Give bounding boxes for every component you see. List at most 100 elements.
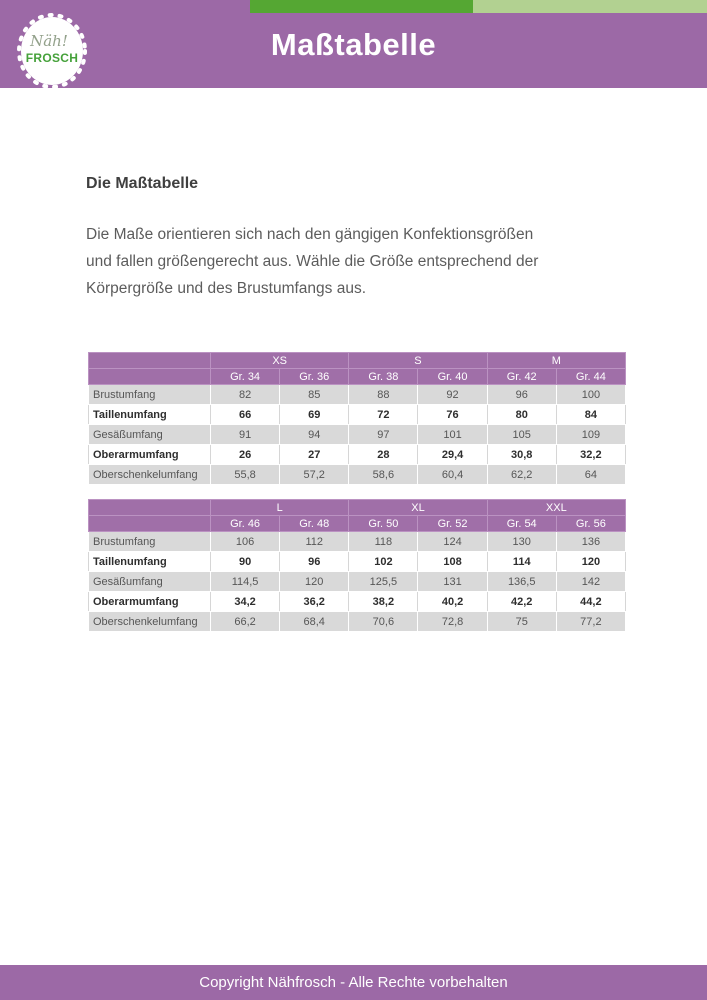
size-column-row: Gr. 34 Gr. 36 Gr. 38 Gr. 40 Gr. 42 Gr. 44 (88, 368, 627, 385)
size-column-header: Gr. 42 (486, 368, 557, 385)
measurement-value: 66,2 (209, 611, 281, 632)
size-group-header: L (209, 499, 350, 516)
size-column-header: Gr. 38 (348, 368, 419, 385)
copyright-text: Copyright Nähfrosch - Alle Rechte vorbeh… (199, 974, 508, 991)
intro-paragraph: Die Maße orientieren sich nach den gängi… (86, 221, 538, 302)
measurement-value: 90 (209, 551, 281, 572)
size-column-header: Gr. 44 (555, 368, 627, 385)
measurement-value: 30,8 (486, 444, 557, 465)
size-column-header: Gr. 36 (279, 368, 350, 385)
size-column-header: Gr. 50 (348, 515, 419, 532)
measurement-value: 69 (279, 404, 350, 425)
measurement-label: Oberschenkelumfang (88, 464, 211, 485)
measurement-value: 26 (209, 444, 281, 465)
measurement-value: 28 (348, 444, 419, 465)
measurement-value: 29,4 (417, 444, 488, 465)
measurement-label: Brustumfang (88, 531, 211, 552)
measurement-value: 80 (486, 404, 557, 425)
size-column-header: Gr. 46 (209, 515, 281, 532)
size-column-header: Gr. 56 (555, 515, 627, 532)
measurement-label: Taillenumfang (88, 404, 211, 425)
measurement-label: Taillenumfang (88, 551, 211, 572)
header-accent-bar-dark (250, 0, 473, 13)
header-accent-bar-light (473, 0, 707, 13)
table-row: Brustumfang 82 85 88 92 96 100 (88, 384, 627, 405)
measurement-value: 36,2 (279, 591, 350, 612)
measurement-value: 27 (279, 444, 350, 465)
measurement-value: 120 (555, 551, 627, 572)
table-row: Oberschenkelumfang 55,8 57,2 58,6 60,4 62,2 64 (88, 464, 627, 485)
measurement-value: 131 (417, 571, 488, 592)
measurement-value: 75 (486, 611, 557, 632)
page-title: Maßtabelle (270, 27, 437, 62)
measurement-value: 44,2 (555, 591, 627, 612)
measurement-value: 57,2 (279, 464, 350, 485)
measurement-label: Gesäßumfang (88, 424, 211, 445)
measurement-value: 70,6 (348, 611, 419, 632)
measurement-value: 72,8 (417, 611, 488, 632)
measurement-value: 32,2 (555, 444, 627, 465)
measurement-label: Oberarmumfang (88, 444, 211, 465)
measurement-value: 84 (555, 404, 627, 425)
logo-stamp-circle-icon (17, 13, 87, 89)
measurement-value: 97 (348, 424, 419, 445)
measurement-value: 142 (555, 571, 627, 592)
measurement-value: 92 (417, 384, 488, 405)
measurement-value: 102 (348, 551, 419, 572)
measurement-value: 42,2 (486, 591, 557, 612)
measurement-value: 125,5 (348, 571, 419, 592)
measurement-value: 112 (279, 531, 350, 552)
table-corner-cell (88, 499, 211, 516)
measurement-value: 114 (486, 551, 557, 572)
size-group-header: S (348, 352, 488, 369)
size-group-header: M (486, 352, 627, 369)
measurement-value: 130 (486, 531, 557, 552)
measurement-value: 34,2 (209, 591, 281, 612)
logo-brand-text: FROSCH (25, 51, 79, 65)
size-group-header: XS (209, 352, 350, 369)
measurement-value: 108 (417, 551, 488, 572)
measurement-value: 58,6 (348, 464, 419, 485)
measurement-value: 55,8 (209, 464, 281, 485)
measurement-value: 105 (486, 424, 557, 445)
measurement-value: 77,2 (555, 611, 627, 632)
table-row: Taillenumfang 66 69 72 76 80 84 (88, 404, 627, 425)
table-row: Brustumfang 106 112 118 124 130 136 (88, 531, 627, 552)
measurement-value: 82 (209, 384, 281, 405)
table-corner-cell (88, 368, 211, 385)
size-group-row: XS S M (88, 352, 627, 369)
measurement-value: 76 (417, 404, 488, 425)
measurement-value: 68,4 (279, 611, 350, 632)
measurement-value: 38,2 (348, 591, 419, 612)
measurement-value: 118 (348, 531, 419, 552)
table-row: Taillenumfang 90 96 102 108 114 120 (88, 551, 627, 572)
table-row: Oberarmumfang 34,2 36,2 38,2 40,2 42,2 44,2 (88, 591, 627, 612)
measurement-value: 62,2 (486, 464, 557, 485)
size-group-header: XXL (486, 499, 627, 516)
measurement-value: 136,5 (486, 571, 557, 592)
measurement-value: 88 (348, 384, 419, 405)
size-group-row: L XL XXL (88, 499, 627, 516)
size-column-header: Gr. 34 (209, 368, 281, 385)
size-column-header: Gr. 40 (417, 368, 488, 385)
table-corner-cell (88, 352, 211, 369)
size-table-xs-s-m: XS S M Gr. 34 Gr. 36 Gr. 38 Gr. 40 Gr. 42 Gr. 44… (88, 352, 627, 485)
size-column-row: Gr. 46 Gr. 48 Gr. 50 Gr. 52 Gr. 54 Gr. 56 (88, 515, 627, 532)
measurement-value: 40,2 (417, 591, 488, 612)
page-header: Näh! FROSCH Maßtabelle (0, 0, 707, 89)
measurement-value: 136 (555, 531, 627, 552)
size-column-header: Gr. 54 (486, 515, 557, 532)
measurement-value: 72 (348, 404, 419, 425)
measurement-value: 109 (555, 424, 627, 445)
measurement-value: 96 (279, 551, 350, 572)
measurement-value: 64 (555, 464, 627, 485)
measurement-value: 106 (209, 531, 281, 552)
measurement-label: Gesäßumfang (88, 571, 211, 592)
measurement-value: 94 (279, 424, 350, 445)
intro-line: Die Maße orientieren sich nach den gängi… (86, 226, 534, 243)
table-row: Gesäßumfang 114,5 120 125,5 131 136,5 142 (88, 571, 627, 592)
table-row: Oberschenkelumfang 66,2 68,4 70,6 72,8 75 77,2 (88, 611, 627, 632)
measurement-value: 124 (417, 531, 488, 552)
measurement-value: 96 (486, 384, 557, 405)
